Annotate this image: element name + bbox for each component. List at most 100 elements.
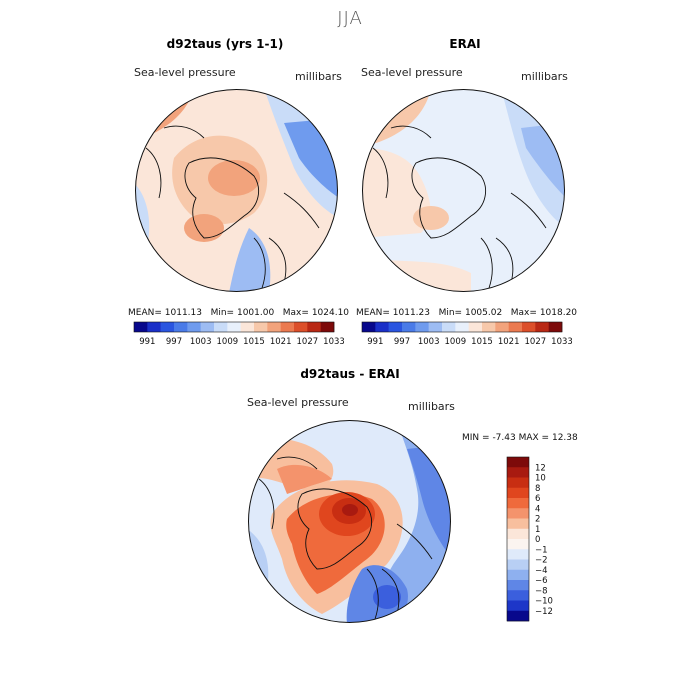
panel1-units: millibars bbox=[295, 70, 342, 83]
panel1-max-label: Max= bbox=[282, 308, 309, 318]
panel2-max-label: Max= bbox=[510, 308, 537, 318]
panel1-colorbar-tick-label: 1003 bbox=[190, 337, 212, 347]
panel3-coastline-europe bbox=[366, 523, 433, 620]
panel3-colorbar-swatch-0 bbox=[507, 457, 529, 468]
panel3-colorbar-swatch-10 bbox=[507, 559, 529, 571]
panel1-colorbar: 991 997 1003 1009 1015 1021 1027 1033 bbox=[133, 321, 344, 347]
panel2-colorbar: 991 997 1003 1009 1015 1021 1027 1033 bbox=[361, 321, 572, 347]
panel3-colorbar-tick-label: −6 bbox=[535, 576, 548, 586]
panel3-variable: Sea-level pressure bbox=[247, 396, 349, 409]
panel2-colorbar-tick-label: 1015 bbox=[471, 337, 493, 347]
panel1-colorbar-swatch-1 bbox=[147, 322, 161, 332]
panel2-colorbar-swatch-11 bbox=[508, 322, 523, 332]
panel3-max-value: 12.38 bbox=[551, 433, 578, 443]
panel3-coastline-arctic bbox=[297, 488, 373, 570]
panel3-colorbar-swatch-2 bbox=[507, 477, 529, 489]
figure-title: JJA bbox=[337, 8, 363, 29]
panel2-title: ERAI bbox=[449, 37, 481, 51]
panel2-units: millibars bbox=[521, 70, 568, 83]
panel3-colorbar-tick-label: 12 bbox=[535, 463, 546, 473]
panel2-colorbar-swatch-0 bbox=[362, 322, 376, 332]
panel1-max-value: 1024.10 bbox=[311, 308, 350, 318]
panel2-coastline-arctic bbox=[411, 157, 487, 239]
panel2-colorbar-tick-label: 997 bbox=[394, 337, 410, 347]
panel1-mean-label: MEAN= bbox=[128, 308, 162, 318]
panel2-colorbar-tick-label: 991 bbox=[367, 337, 383, 347]
panel3-colorbar-tick-label: −12 bbox=[535, 607, 553, 617]
panel3-colorbar-swatch-12 bbox=[507, 580, 529, 591]
panel3-map bbox=[248, 420, 451, 623]
panel3-colorbar-swatch-15 bbox=[507, 610, 529, 622]
panel1-colorbar-swatch-5 bbox=[200, 322, 215, 332]
panel2-colorbar-swatch-2 bbox=[388, 322, 403, 332]
panel3-colorbar-tick-label: 4 bbox=[535, 504, 540, 514]
panel1-colorbar-tick-label: 997 bbox=[166, 337, 182, 347]
panel2-coastline-europe bbox=[480, 192, 547, 289]
panel2-coastline-america bbox=[372, 125, 432, 199]
panel1-colorbar-swatch-13 bbox=[307, 322, 321, 332]
panel2-stats: MEAN= 1011.23 Min= 1005.02 Max= 1018.20 bbox=[356, 308, 577, 318]
panel1-colorbar-swatch-7 bbox=[227, 322, 241, 332]
panel2-border bbox=[362, 89, 565, 292]
panel3-colorbar-tick-label: 2 bbox=[535, 515, 540, 525]
panel2-colorbar-swatch-9 bbox=[482, 322, 496, 332]
panel1-map bbox=[135, 89, 338, 292]
panel2-variable: Sea-level pressure bbox=[361, 66, 463, 79]
panel1-colorbar-border bbox=[133, 321, 335, 333]
panel1-colorbar-swatch-3 bbox=[174, 322, 188, 332]
panel1-colorbar-swatch-4 bbox=[187, 322, 201, 332]
panel1-colorbar-swatch-8 bbox=[240, 322, 255, 332]
panel2-colorbar-tick-label: 1003 bbox=[418, 337, 440, 347]
panel3-colorbar-swatch-13 bbox=[507, 590, 529, 601]
panel3-colorbar-tick-label: −1 bbox=[535, 545, 548, 555]
panel2-colorbar-border bbox=[361, 321, 563, 333]
panel3-colorbar-swatch-4 bbox=[507, 498, 529, 509]
panel2-field-greenland bbox=[413, 206, 449, 230]
panel1-colorbar-tick-label: 1033 bbox=[323, 337, 344, 347]
panel1-colorbar-tick-label: 1021 bbox=[270, 337, 292, 347]
panel3-colorbar-swatch-1 bbox=[507, 467, 529, 478]
panel3-border bbox=[248, 420, 451, 623]
panel3-colorbar-tick-label: −4 bbox=[535, 566, 548, 576]
panel1-colorbar-tick-label: 1009 bbox=[217, 337, 239, 347]
panel2-colorbar-swatch-5 bbox=[428, 322, 443, 332]
panel3-colorbar-tick-label: −2 bbox=[535, 556, 548, 566]
panel1-colorbar-tick-label: 1027 bbox=[297, 337, 319, 347]
panel3-field-pos5 bbox=[342, 504, 358, 516]
panel3-colorbar-tick-label: 1 bbox=[535, 525, 540, 535]
panel2-map bbox=[362, 89, 565, 292]
panel1-colorbar-swatch-12 bbox=[294, 322, 308, 332]
panel1-coastline-america bbox=[145, 125, 205, 199]
panel3-title: d92taus - ERAI bbox=[300, 367, 400, 381]
panel2-colorbar-swatch-8 bbox=[468, 322, 483, 332]
panel3-colorbar-swatch-5 bbox=[507, 508, 529, 519]
panel2-colorbar-tick-label: 1021 bbox=[498, 337, 520, 347]
panel1-min-label: Min= bbox=[210, 308, 235, 318]
panel3-colorbar-swatch-6 bbox=[507, 518, 529, 530]
panel2-field-west bbox=[362, 148, 431, 238]
panel3-colorbar-tick-label: 0 bbox=[535, 535, 540, 545]
panel1-title: d92taus (yrs 1-1) bbox=[166, 37, 284, 51]
panel2-colorbar-swatch-1 bbox=[375, 322, 389, 332]
panel1-colorbar-tick-label: 1015 bbox=[243, 337, 265, 347]
panel1-field-atlantic bbox=[229, 228, 271, 292]
panel2-colorbar-swatch-6 bbox=[442, 322, 456, 332]
panel3-min-label: MIN = bbox=[462, 433, 490, 443]
panel2-colorbar-swatch-3 bbox=[402, 322, 416, 332]
panel1-coastline-europe bbox=[253, 192, 320, 289]
panel2-colorbar-tick-label: 1027 bbox=[525, 337, 547, 347]
panel2-colorbar-swatch-12 bbox=[522, 322, 536, 332]
panel3-colorbar-swatch-14 bbox=[507, 600, 529, 612]
panel2-colorbar-tick-label: 1033 bbox=[551, 337, 572, 347]
panel3-colorbar-tick-label: −10 bbox=[535, 597, 553, 607]
panel3-colorbar-swatch-7 bbox=[507, 528, 529, 540]
panel3-colorbar-tick-label: 10 bbox=[535, 474, 546, 484]
panel1-colorbar-tick-label: 991 bbox=[139, 337, 155, 347]
panel2-colorbar-tick-label: 1009 bbox=[445, 337, 467, 347]
panel3-colorbar-tick-label: 6 bbox=[535, 494, 540, 504]
panel3-colorbar-swatch-9 bbox=[507, 549, 529, 560]
panel1-colorbar-swatch-9 bbox=[254, 322, 268, 332]
panel3-field-neg4 bbox=[373, 585, 401, 609]
panel3-stats: MIN = -7.43 MAX = 12.38 bbox=[462, 433, 578, 443]
